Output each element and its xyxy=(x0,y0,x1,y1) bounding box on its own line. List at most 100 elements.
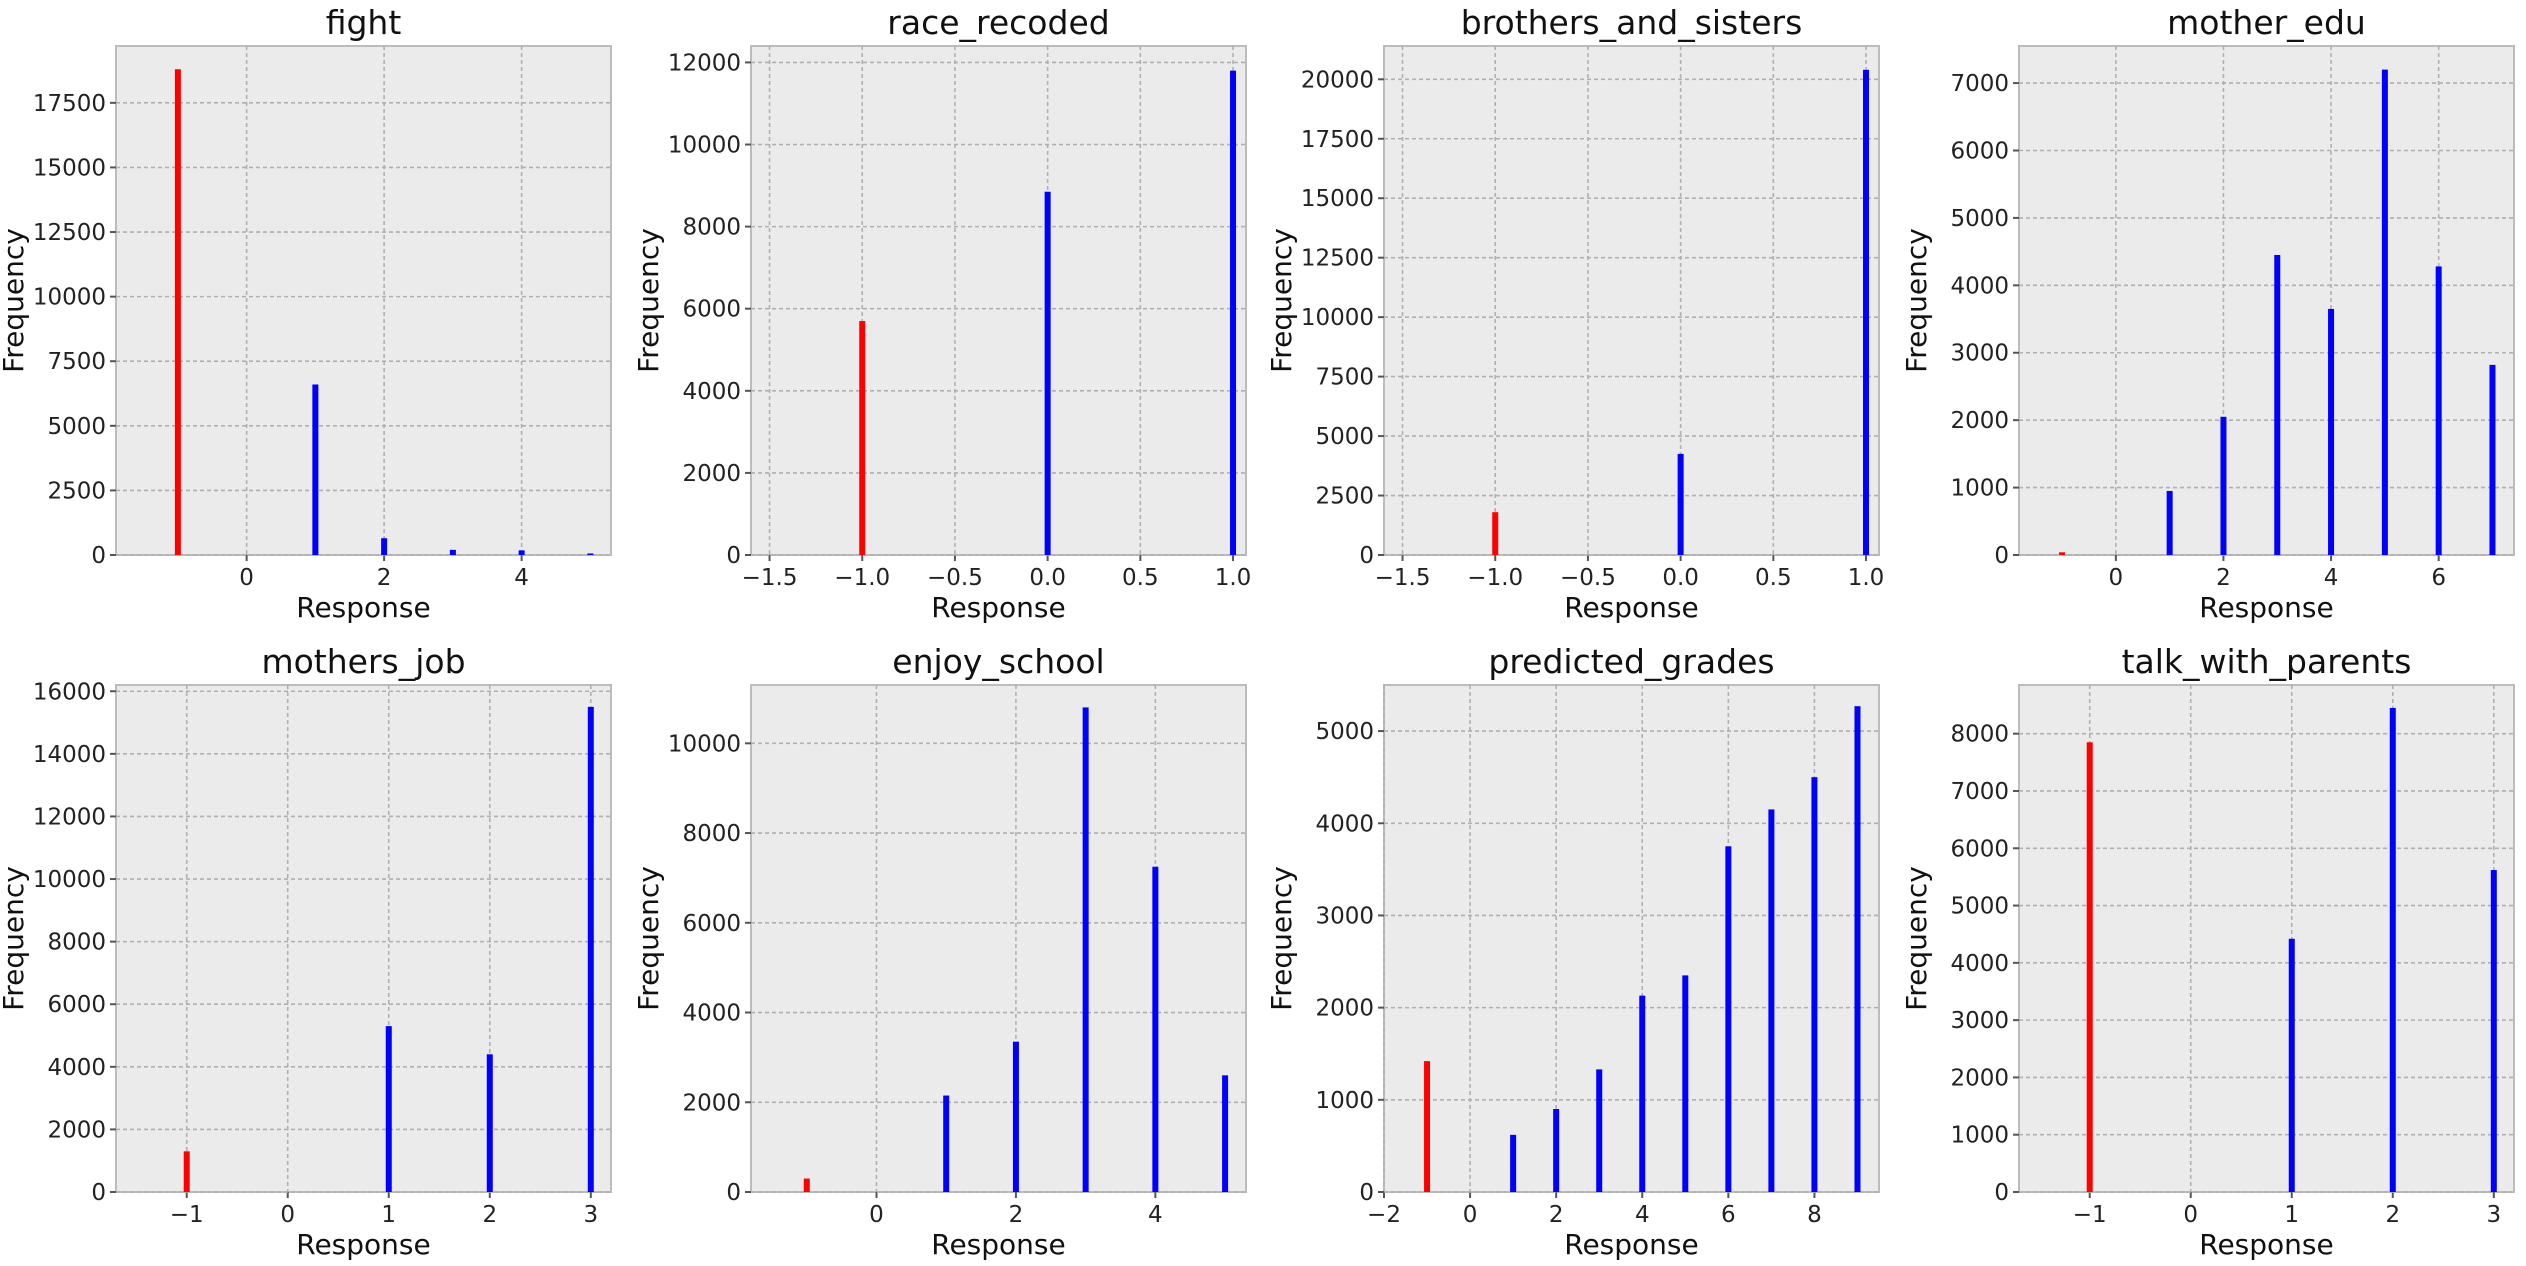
x-tick-label: −1.5 xyxy=(742,565,798,591)
x-tick-label: 6 xyxy=(1721,1202,1736,1228)
response-bar xyxy=(518,550,525,555)
x-tick-label: 0.0 xyxy=(1662,565,1699,591)
response-bar xyxy=(1682,975,1689,1192)
x-tick-label: 4 xyxy=(514,565,529,591)
x-tick-label: −1.0 xyxy=(1467,565,1523,591)
x-tick-label: 0 xyxy=(2183,1202,2198,1228)
y-tick-label: 0 xyxy=(1359,543,1374,569)
response-bar xyxy=(943,1095,950,1192)
y-tick-label: 1000 xyxy=(1315,1088,1374,1114)
x-tick-label: 0.0 xyxy=(1029,565,1066,591)
x-tick-label: 2 xyxy=(377,565,392,591)
missing-value-bar xyxy=(174,69,181,555)
subplot-mothers-job: −1 0 1 2 3 0 2000 4000 6000 8000 10000 12000 14000 16… xyxy=(0,642,612,1261)
response-bar xyxy=(1510,1134,1517,1192)
y-tick-label: 2000 xyxy=(1950,408,2009,434)
response-bar xyxy=(381,538,388,555)
response-bar xyxy=(1044,191,1051,555)
subplot-title: mother_edu xyxy=(2167,3,2366,42)
response-bar xyxy=(2220,416,2227,555)
y-axis-label: Frequency xyxy=(1900,866,1933,1011)
y-tick-label: 4000 xyxy=(682,379,741,405)
response-bar xyxy=(1677,453,1684,555)
y-tick-label: 1000 xyxy=(1950,1123,2009,1149)
response-bar xyxy=(1230,70,1237,556)
y-tick-label: 0 xyxy=(1359,1180,1374,1206)
y-tick-label: 7000 xyxy=(1950,71,2009,97)
y-tick-label: 8000 xyxy=(47,930,106,956)
y-tick-label: 12000 xyxy=(33,804,106,830)
y-tick-label: 12000 xyxy=(668,50,741,76)
y-tick-label: 3000 xyxy=(1950,341,2009,367)
y-tick-label: 6000 xyxy=(682,297,741,323)
y-tick-label: 20000 xyxy=(1301,67,1374,93)
response-bar xyxy=(2435,266,2442,555)
y-tick-label: 7500 xyxy=(1315,365,1374,391)
y-axis-label: Frequency xyxy=(632,866,665,1011)
x-tick-label: −1 xyxy=(170,1202,204,1228)
y-tick-label: 2000 xyxy=(682,461,741,487)
missing-value-bar xyxy=(1492,512,1499,555)
response-bar xyxy=(2166,490,2173,555)
subplot-title: enjoy_school xyxy=(892,642,1104,681)
response-bar xyxy=(385,1026,392,1192)
response-bar xyxy=(2489,364,2496,555)
y-tick-label: 2000 xyxy=(1315,996,1374,1022)
x-tick-label: −2 xyxy=(1367,1202,1401,1228)
response-bar xyxy=(2381,69,2388,556)
x-axis-label: Response xyxy=(931,591,1065,624)
x-tick-label: −0.5 xyxy=(1560,565,1616,591)
response-bar xyxy=(1082,707,1089,1192)
plot-area xyxy=(2018,684,2515,1193)
y-tick-label: 5000 xyxy=(1950,206,2009,232)
subplot-mother-edu: 0 2 4 6 0 1000 2000 3000 4000 5000 6000 7000 mother_… xyxy=(1900,3,2515,624)
x-tick-label: −1.0 xyxy=(834,565,890,591)
response-bar xyxy=(2389,707,2396,1192)
y-tick-label: 12500 xyxy=(1301,246,1374,272)
subplot-title: predicted_grades xyxy=(1488,642,1774,681)
y-tick-label: 8000 xyxy=(1950,722,2009,748)
y-tick-label: 12500 xyxy=(33,220,106,246)
x-tick-label: −1.5 xyxy=(1375,565,1431,591)
response-bar xyxy=(1596,1069,1603,1192)
x-tick-label: −1 xyxy=(2073,1202,2107,1228)
subplot-title: fight xyxy=(326,3,402,42)
plot-area xyxy=(1383,45,1880,556)
x-tick-label: 0 xyxy=(2109,565,2124,591)
x-axis-label: Response xyxy=(296,1228,430,1261)
y-tick-label: 2500 xyxy=(47,478,106,504)
missing-value-bar xyxy=(803,1178,810,1192)
y-tick-label: 0 xyxy=(726,1180,741,1206)
y-tick-label: 0 xyxy=(91,543,106,569)
y-tick-label: 6000 xyxy=(47,992,106,1018)
response-bar xyxy=(1863,69,1870,556)
y-tick-label: 17500 xyxy=(1301,127,1374,153)
missing-value-bar xyxy=(1424,1061,1431,1192)
subplot-title: mothers_job xyxy=(261,642,465,681)
y-tick-label: 5000 xyxy=(1315,719,1374,745)
y-tick-label: 8000 xyxy=(682,215,741,241)
y-tick-label: 16000 xyxy=(33,679,106,705)
x-tick-label: 0 xyxy=(280,1202,295,1228)
y-tick-label: 0 xyxy=(726,543,741,569)
y-tick-label: 5000 xyxy=(47,414,106,440)
y-tick-label: 4000 xyxy=(1315,811,1374,837)
response-bar xyxy=(587,553,594,555)
x-tick-label: −0.5 xyxy=(927,565,983,591)
y-tick-label: 7000 xyxy=(1950,779,2009,805)
plot-area xyxy=(1383,684,1880,1193)
response-bar xyxy=(1553,1109,1560,1192)
y-tick-label: 4000 xyxy=(1950,951,2009,977)
plot-area xyxy=(750,684,1247,1193)
y-tick-label: 15000 xyxy=(33,155,106,181)
subplot-brothers-and-sisters: −1.5 −1.0 −0.5 0.0 0.5 1.0 0 2500 5000 7500 10000 1… xyxy=(1265,3,1884,624)
subplot-enjoy-school: 0 2 4 0 2000 4000 6000 8000 10000 enjoy_school Res… xyxy=(632,642,1247,1261)
plot-area xyxy=(115,684,612,1193)
plot-area xyxy=(115,45,612,556)
y-tick-label: 10000 xyxy=(33,867,106,893)
y-tick-label: 10000 xyxy=(668,731,741,757)
x-axis-label: Response xyxy=(2199,591,2333,624)
y-tick-label: 4000 xyxy=(1950,273,2009,299)
y-tick-label: 3000 xyxy=(1315,903,1374,929)
